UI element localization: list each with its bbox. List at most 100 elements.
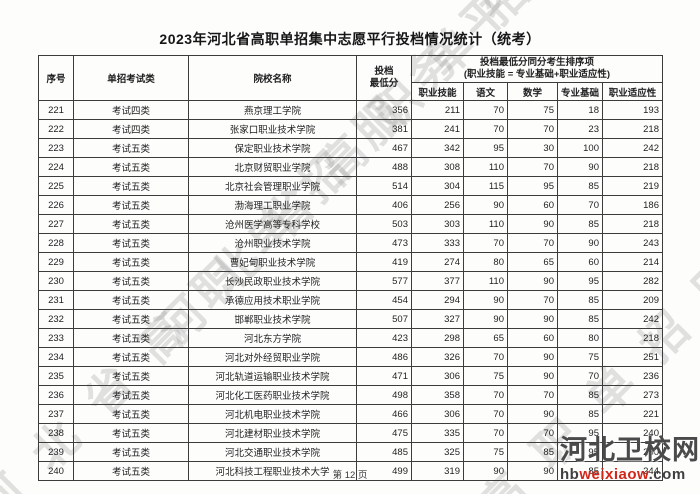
cell-vocational-aptitude: 244 [602,461,663,481]
cell-min-score: 475 [356,423,412,443]
cell-vocational-aptitude: 242 [602,138,663,158]
cell-vocational-skill: 326 [411,347,464,367]
cell-exam-type: 考试五类 [73,233,189,253]
cell-chinese: 90 [463,309,508,329]
table-header: 序号 单招考试类 院校名称 投档 最低分 投档最低分同分考生排序项 (职业技能 = … [38,55,663,101]
cell-school-name: 河北机电职业技术学院 [188,404,357,424]
cell-min-score: 485 [356,442,412,462]
cell-vocational-aptitude: 242 [602,309,663,329]
cell-major-basis: 85 [557,214,603,234]
cell-major-basis: 85 [557,290,603,310]
cell-major-basis: 23 [557,119,603,139]
cell-min-score: 356 [356,100,412,120]
cell-vocational-skill: 358 [411,385,464,405]
cell-vocational-aptitude: 218 [602,328,663,348]
table-row: 223 考试五类 保定职业技术学院 467 342 95 30 100 242 [38,138,663,158]
cell-seq: 224 [38,157,74,177]
table-row: 231 考试五类 承德应用技术职业学院 454 294 90 70 85 209 [38,290,663,310]
site-logo-name: 河北卫校网 [560,435,700,465]
cell-exam-type: 考试五类 [73,347,189,367]
cell-min-score: 467 [356,138,412,158]
cell-school-name: 保定职业技术学院 [188,138,357,158]
cell-math: 70 [507,233,558,253]
cell-vocational-aptitude: 214 [602,252,663,272]
cell-school-name: 张家口职业技术学院 [188,119,357,139]
cell-major-basis: 85 [557,309,603,329]
cell-min-score: 514 [356,176,412,196]
cell-school-name: 北京财贸职业学院 [188,157,357,177]
cell-major-basis: 80 [557,328,603,348]
cell-chinese: 70 [463,347,508,367]
cell-math: 30 [507,138,558,158]
cell-exam-type: 考试五类 [73,138,189,158]
cell-seq: 226 [38,195,74,215]
header-tiebreak-line2: (职业技能 = 专业基础+职业适应性) [463,69,611,80]
cell-school-name: 河北轨道运输职业技术学院 [188,366,357,386]
cell-math: 60 [507,195,558,215]
cell-vocational-aptitude: 218 [602,119,663,139]
cell-min-score: 473 [356,233,412,253]
cell-seq: 221 [38,100,74,120]
site-url-suffix: .com [648,466,686,483]
cell-vocational-skill: 294 [411,290,464,310]
cell-exam-type: 考试五类 [73,442,189,462]
cell-chinese: 90 [463,290,508,310]
header-min-score: 投档 最低分 [356,55,412,101]
table-body: 221 考试四类 燕京理工学院 356 211 70 75 18 193 222… [38,100,663,481]
cell-math: 90 [507,366,558,386]
cell-min-score: 454 [356,290,412,310]
cell-seq: 236 [38,385,74,405]
cell-chinese: 115 [463,176,508,196]
cell-school-name: 河北交通职业技术学院 [188,442,357,462]
cell-vocational-aptitude: 218 [602,157,663,177]
cell-seq: 235 [38,366,74,386]
header-vocational-skill: 职业技能 [411,82,464,101]
cell-exam-type: 考试五类 [73,195,189,215]
cell-exam-type: 考试五类 [73,366,189,386]
table-row: 240 考试五类 河北科技工程职业技术大学 499 319 90 90 85 2… [38,461,663,481]
cell-seq: 233 [38,328,74,348]
cell-school-name: 长沙民政职业技术学院 [188,271,357,291]
cell-school-name: 沧州职业技术学院 [188,233,357,253]
cell-min-score: 466 [356,404,412,424]
cell-exam-type: 考试五类 [73,290,189,310]
cell-vocational-skill: 342 [411,138,464,158]
cell-math: 95 [507,176,558,196]
table-row: 235 考试五类 河北轨道运输职业技术学院 471 306 75 90 70 2… [38,366,663,386]
cell-vocational-skill: 298 [411,328,464,348]
header-min-score-line2: 最低分 [369,78,399,89]
cell-vocational-aptitude: 236 [602,366,663,386]
cell-chinese: 80 [463,252,508,272]
cell-vocational-aptitude: 209 [602,290,663,310]
cell-exam-type: 考试五类 [73,176,189,196]
cell-math: 70 [507,290,558,310]
cell-seq: 223 [38,138,74,158]
cell-seq: 230 [38,271,74,291]
header-math: 数学 [507,82,558,101]
cell-min-score: 419 [356,252,412,272]
table-row: 227 考试五类 沧州医学高等专科学校 503 303 110 90 85 21… [38,214,663,234]
cell-chinese: 75 [463,442,508,462]
cell-vocational-skill: 306 [411,366,464,386]
cell-math: 90 [507,461,558,481]
cell-vocational-aptitude: 243 [602,233,663,253]
cell-math: 65 [507,252,558,272]
cell-math: 60 [507,328,558,348]
cell-vocational-skill: 303 [411,214,464,234]
cell-seq: 238 [38,423,74,443]
cell-math: 90 [507,347,558,367]
table-row: 237 考试五类 河北机电职业技术学院 466 306 70 90 85 221 [38,404,663,424]
cell-school-name: 北京社会管理职业学院 [188,176,357,196]
cell-school-name: 燕京理工学院 [188,100,357,120]
table-row: 222 考试四类 张家口职业技术学院 381 241 70 70 23 218 [38,119,663,139]
cell-min-score: 381 [356,119,412,139]
cell-major-basis: 100 [557,138,603,158]
cell-chinese: 110 [463,271,508,291]
cell-seq: 234 [38,347,74,367]
cell-major-basis: 85 [557,404,603,424]
cell-seq: 228 [38,233,74,253]
cell-chinese: 95 [463,138,508,158]
cell-school-name: 邯郸职业技术学院 [188,309,357,329]
cell-school-name: 河北建材职业技术学院 [188,423,357,443]
table-row: 239 考试五类 河北交通职业技术学院 485 325 75 85 95 230 [38,442,663,462]
